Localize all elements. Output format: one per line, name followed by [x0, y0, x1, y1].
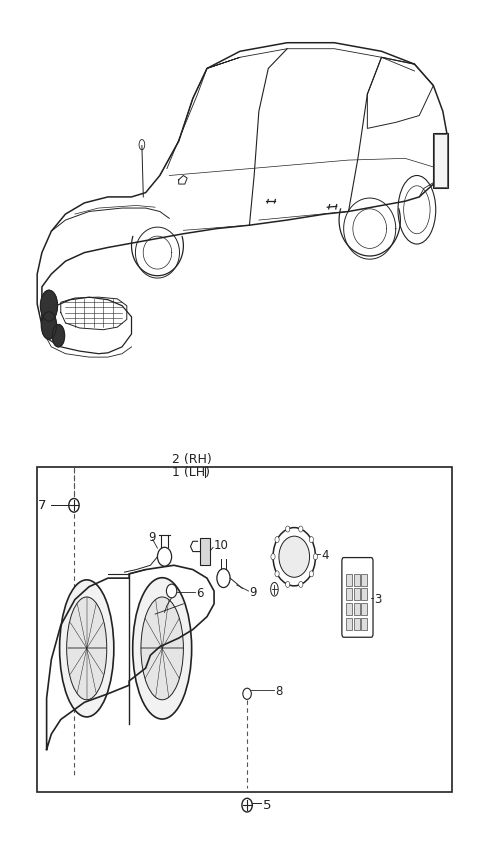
Ellipse shape — [271, 554, 275, 560]
Circle shape — [271, 582, 278, 596]
Bar — [37, 467, 452, 792]
Ellipse shape — [286, 581, 290, 587]
Text: 4: 4 — [321, 549, 329, 562]
Bar — [354, 618, 360, 630]
Bar — [346, 588, 352, 600]
Text: 9: 9 — [250, 586, 257, 599]
FancyBboxPatch shape — [342, 558, 373, 638]
Ellipse shape — [60, 580, 114, 717]
Ellipse shape — [69, 498, 79, 512]
Bar — [361, 588, 367, 600]
Ellipse shape — [309, 571, 313, 577]
Ellipse shape — [132, 578, 192, 719]
Ellipse shape — [67, 597, 107, 700]
Ellipse shape — [299, 581, 303, 587]
Ellipse shape — [286, 526, 290, 532]
Text: 5: 5 — [263, 798, 271, 811]
Ellipse shape — [273, 528, 315, 586]
Ellipse shape — [217, 568, 230, 587]
Bar — [354, 603, 360, 615]
Bar — [361, 618, 367, 630]
Ellipse shape — [279, 536, 310, 577]
Ellipse shape — [157, 548, 172, 566]
Bar — [433, 132, 447, 189]
Ellipse shape — [309, 536, 313, 542]
Text: 1 (LH): 1 (LH) — [172, 466, 210, 479]
Ellipse shape — [242, 798, 252, 812]
Text: 7: 7 — [38, 499, 47, 512]
Bar — [354, 588, 360, 600]
Bar — [434, 134, 446, 187]
Text: 3: 3 — [374, 593, 382, 606]
Ellipse shape — [167, 584, 177, 598]
Ellipse shape — [299, 526, 303, 532]
Ellipse shape — [275, 536, 279, 542]
Text: 8: 8 — [276, 685, 283, 698]
Bar — [354, 573, 360, 586]
Bar — [200, 538, 210, 566]
Text: 10: 10 — [214, 539, 229, 552]
Text: 9: 9 — [148, 531, 156, 544]
Bar — [361, 573, 367, 586]
Text: 6: 6 — [197, 587, 204, 600]
Text: 2 (RH): 2 (RH) — [172, 453, 211, 466]
Ellipse shape — [313, 554, 318, 560]
Circle shape — [40, 291, 58, 321]
Bar — [361, 603, 367, 615]
Bar — [346, 573, 352, 586]
Circle shape — [41, 311, 57, 339]
Ellipse shape — [275, 571, 279, 577]
Ellipse shape — [243, 689, 252, 699]
Circle shape — [52, 324, 64, 347]
Bar — [346, 618, 352, 630]
Ellipse shape — [141, 597, 183, 700]
Bar — [346, 603, 352, 615]
